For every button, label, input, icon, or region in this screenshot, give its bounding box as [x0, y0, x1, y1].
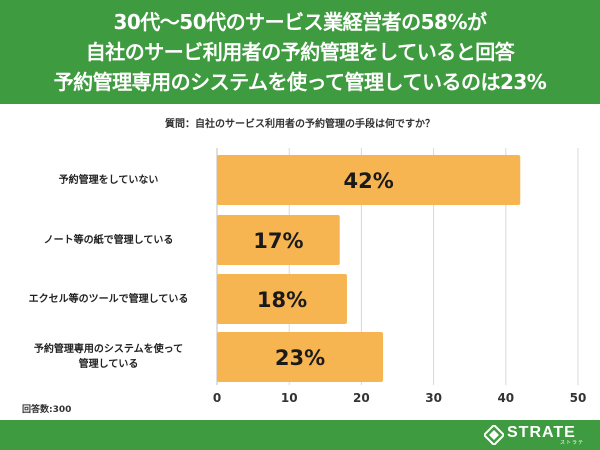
- category-label-line: 予約管理専用のシステムを使って: [33, 344, 184, 355]
- sample-size-note: 回答数:300: [22, 405, 72, 415]
- bar-value-label: 42%: [343, 169, 393, 193]
- headline-line-2: 自社のサービ利用者の予約管理をしていると回答: [85, 40, 515, 64]
- footer-bar: STRATE ストラテ: [0, 420, 600, 450]
- bar: [217, 155, 521, 205]
- brand-logo: STRATE ストラテ: [484, 422, 588, 448]
- x-tick-label: 0: [213, 391, 221, 405]
- category-label-line: 管理している: [78, 359, 139, 370]
- x-tick-label: 10: [281, 391, 298, 405]
- category-label: 予約管理をしていない: [6, 173, 211, 188]
- brand-mark-icon: [484, 425, 504, 445]
- bar: [217, 274, 347, 324]
- chart-title: 質問：自社のサービス利用者の予約管理の手段は何ですか？: [165, 119, 435, 130]
- x-tick-label: 50: [570, 391, 587, 405]
- bar-chart: 0 10 20 30 40 50 42% 17% 18% 23%: [213, 148, 587, 405]
- category-label: ノート等の紙で管理している: [6, 233, 211, 248]
- category-label: 予約管理専用のシステムを使って 管理している: [6, 342, 211, 372]
- category-label-line: エクセル等のツールで管理している: [28, 293, 189, 305]
- category-label: エクセル等のツールで管理している: [6, 292, 211, 307]
- category-label-line: 予約管理をしていない: [58, 174, 159, 186]
- bar-value-label: 17%: [253, 229, 303, 253]
- headline-line-1: 30代〜50代のサービス業経営者の58%が: [113, 10, 487, 34]
- bar: [217, 332, 384, 382]
- x-tick-label: 30: [425, 391, 442, 405]
- bar-value-label: 23%: [275, 346, 325, 370]
- category-label-line: ノート等の紙で管理している: [43, 234, 174, 246]
- brand-subname: ストラテ: [559, 440, 584, 446]
- bar-value-label: 18%: [257, 288, 307, 312]
- bar: [217, 215, 340, 265]
- brand-name: STRATE: [507, 424, 576, 441]
- headline-line-3: 予約管理専用のシステムを使って管理しているのは23%: [53, 70, 547, 94]
- x-tick-label: 20: [353, 391, 370, 405]
- x-tick-label: 40: [497, 391, 514, 405]
- header-banner: 30代〜50代のサービス業経営者の58%が 自社のサービ利用者の予約管理をしてい…: [0, 0, 600, 104]
